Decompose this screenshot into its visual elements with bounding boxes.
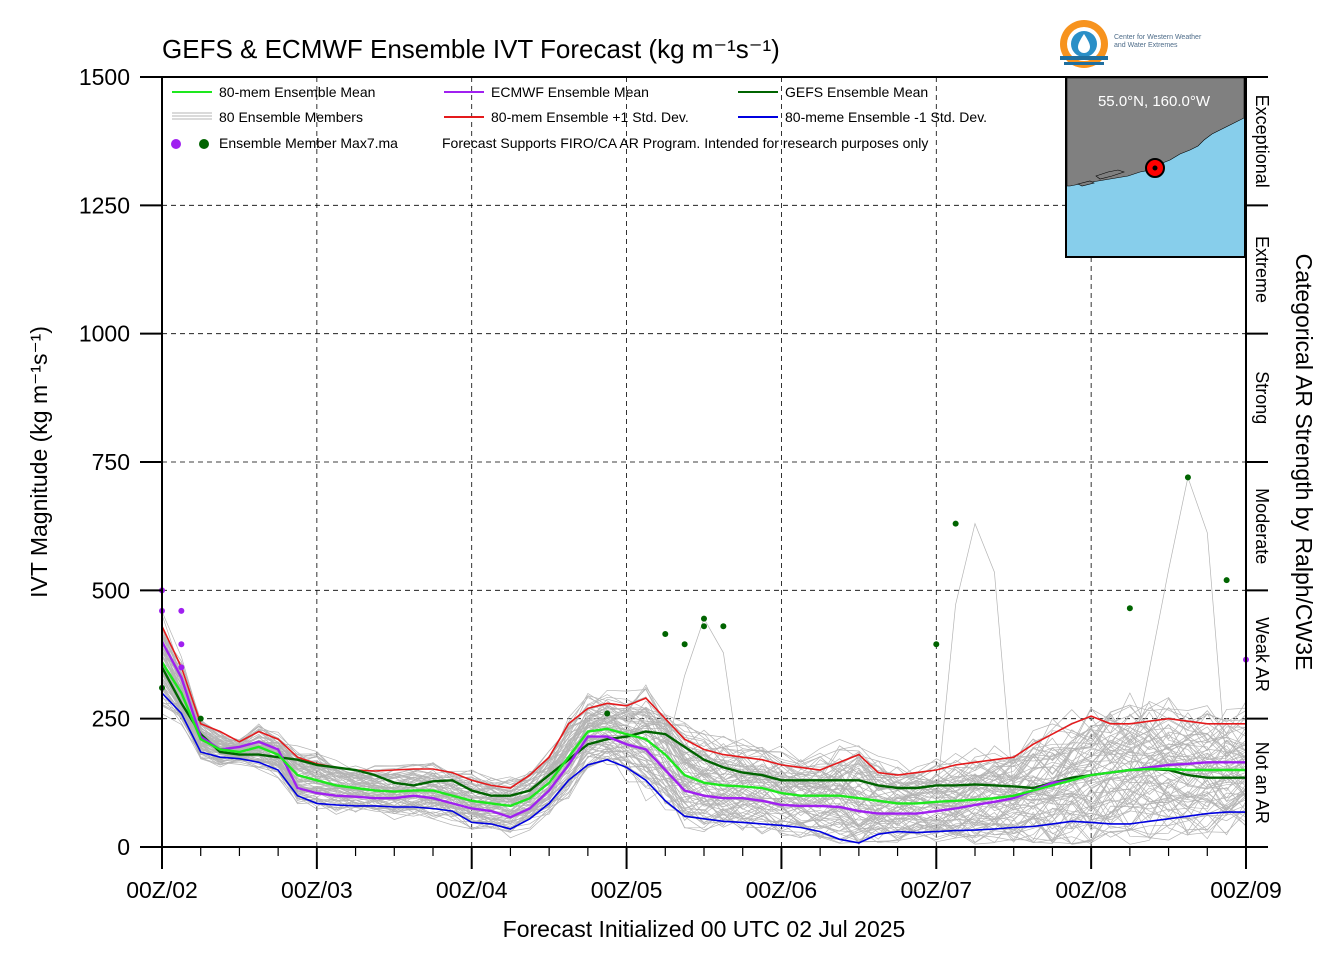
x-axis-label: Forecast Initialized 00 UTC 02 Jul 2025 bbox=[503, 916, 906, 942]
max-point-gefs bbox=[681, 641, 688, 648]
category-label: Strong bbox=[1252, 371, 1272, 424]
member-trace bbox=[161, 666, 1247, 830]
max-point-ecmwf bbox=[178, 641, 185, 648]
x-tick-label: 00Z/07 bbox=[900, 877, 972, 903]
x-tick-label: 00Z/02 bbox=[126, 877, 198, 903]
x-tick-label: 00Z/08 bbox=[1055, 877, 1127, 903]
member-trace bbox=[935, 522, 1015, 802]
series-lines bbox=[160, 625, 1246, 844]
max-point-gefs bbox=[604, 710, 611, 717]
member-trace bbox=[161, 649, 1247, 815]
x-tick-label: 00Z/04 bbox=[436, 877, 508, 903]
max-point-gefs bbox=[197, 715, 204, 722]
legend-max: Ensemble Member Max7.ma bbox=[219, 135, 398, 151]
y-tick-label: 500 bbox=[92, 577, 130, 603]
category-label: Moderate bbox=[1252, 488, 1272, 564]
inset-location-label: 55.0°N, 160.0°W bbox=[1098, 93, 1211, 110]
y-tick-label: 1250 bbox=[79, 192, 130, 218]
legend-members: 80 Ensemble Members bbox=[219, 109, 363, 125]
y-axis-label: IVT Magnitude (kg m⁻¹s⁻¹) bbox=[26, 326, 52, 598]
x-tick-label: 00Z/03 bbox=[281, 877, 353, 903]
max-point-gefs bbox=[1126, 605, 1133, 612]
member-trace bbox=[161, 655, 1247, 803]
member-trace bbox=[161, 625, 1247, 790]
member-trace bbox=[161, 685, 1247, 844]
category-label: Weak AR bbox=[1252, 617, 1272, 692]
max-points bbox=[159, 474, 1249, 722]
legend-note: Forecast Supports FIRO/CA AR Program. In… bbox=[442, 135, 928, 151]
series-line-gefs bbox=[160, 666, 1246, 797]
legend-swatch-members bbox=[172, 112, 212, 120]
legend-gefs: GEFS Ensemble Mean bbox=[785, 84, 928, 100]
series-line-mean80 bbox=[160, 661, 1246, 808]
legend-max-gefs-dot bbox=[199, 139, 209, 149]
member-trace bbox=[161, 631, 1247, 790]
legend-plus: 80-mem Ensemble +1 Std. Dev. bbox=[491, 109, 689, 125]
max-point-gefs bbox=[701, 615, 707, 622]
location-inset-map: 55.0°N, 160.0°W bbox=[1065, 76, 1246, 258]
y-tick-label: 1500 bbox=[79, 64, 130, 90]
category-label: Exceptional bbox=[1252, 95, 1272, 188]
max-point-gefs bbox=[662, 630, 669, 637]
max-point-gefs bbox=[1184, 474, 1191, 481]
member-trace bbox=[161, 661, 1247, 821]
x-tick-label: 00Z/05 bbox=[591, 877, 663, 903]
legend-max-ecmwf-dot bbox=[171, 139, 181, 149]
cw3e-logo-icon bbox=[1060, 20, 1108, 68]
x-tick-label: 00Z/06 bbox=[746, 877, 818, 903]
max-point-gefs bbox=[701, 623, 707, 630]
member-trace bbox=[161, 677, 1247, 830]
member-trace bbox=[161, 713, 1247, 845]
max-point-gefs bbox=[933, 641, 940, 648]
ar-category-labels: Not an AR Weak AR Moderate Strong Extreme Exc… bbox=[1252, 95, 1272, 824]
member-trace bbox=[161, 629, 1247, 790]
member-trace bbox=[161, 654, 1247, 797]
y-tick-label: 1000 bbox=[79, 321, 130, 347]
legend-mean80: 80-mem Ensemble Mean bbox=[219, 84, 375, 100]
max-point-gefs bbox=[1223, 577, 1230, 584]
x-tick-label: 00Z/09 bbox=[1210, 877, 1282, 903]
ensemble-members bbox=[161, 476, 1247, 845]
chart-title: GEFS & ECMWF Ensemble IVT Forecast (kg m… bbox=[162, 34, 780, 64]
member-trace bbox=[161, 692, 1247, 844]
inset-island-chain bbox=[1077, 169, 1125, 187]
cw3e-logo-text: Center for Western Weather and Water Ext… bbox=[1114, 34, 1202, 49]
axes: 0 250 500 750 1000 1250 1500 00Z/02 00Z/03 00Z/04… bbox=[79, 64, 1282, 903]
member-trace bbox=[161, 701, 1247, 843]
y-tick-label: 0 bbox=[117, 834, 130, 860]
category-label: Extreme bbox=[1252, 236, 1272, 303]
series-line-minus bbox=[161, 692, 1246, 844]
legend-minus: 80-meme Ensemble -1 Std. Dev. bbox=[785, 109, 987, 125]
category-label: Not an AR bbox=[1252, 742, 1272, 824]
legend: 80-mem Ensemble Mean ECMWF Ensemble Mean… bbox=[171, 84, 987, 151]
location-marker-inner bbox=[1152, 165, 1158, 171]
max-point-ecmwf bbox=[178, 664, 185, 671]
max-point-gefs bbox=[952, 520, 959, 527]
cw3e-logo: Center for Western Weather and Water Ext… bbox=[1058, 18, 1248, 74]
member-trace bbox=[161, 662, 1247, 813]
member-trace bbox=[161, 645, 1247, 797]
y-tick-label: 250 bbox=[92, 706, 130, 732]
y-tick-label: 750 bbox=[92, 449, 130, 475]
right-axis-label: Categorical AR Strength by Ralph/CW3E bbox=[1291, 254, 1317, 671]
max-point-ecmwf bbox=[178, 607, 185, 614]
max-point-gefs bbox=[720, 623, 727, 630]
legend-ecmwf: ECMWF Ensemble Mean bbox=[491, 84, 649, 100]
member-trace bbox=[161, 685, 1247, 845]
member-trace bbox=[161, 646, 1247, 812]
member-trace bbox=[161, 651, 1247, 804]
member-trace bbox=[161, 649, 1247, 803]
